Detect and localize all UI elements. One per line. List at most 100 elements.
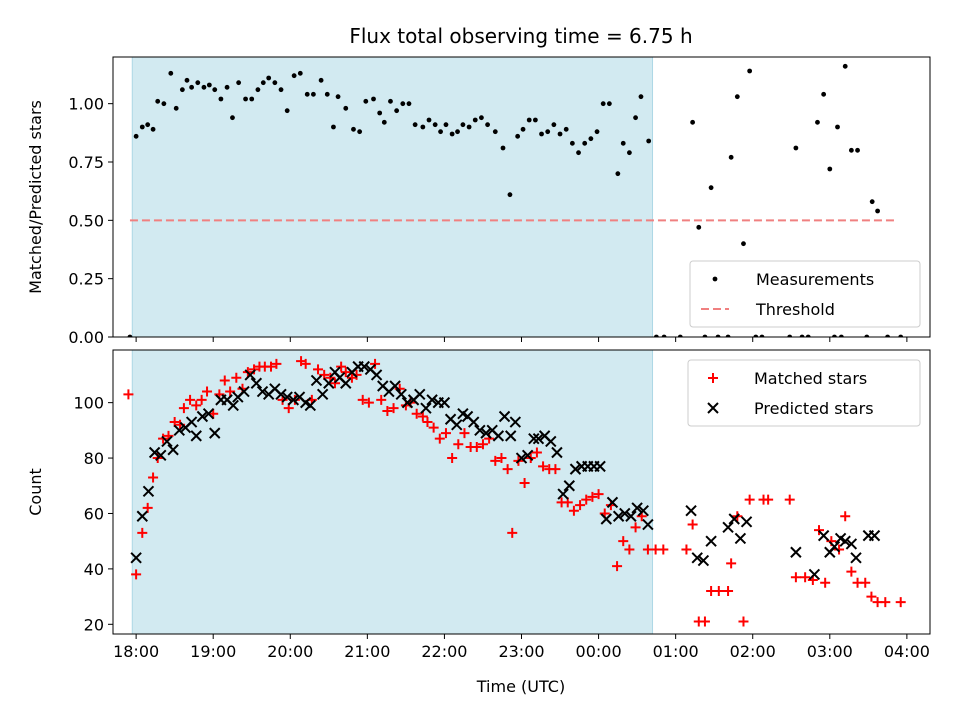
matched-star-point xyxy=(351,369,362,380)
matched-star-point xyxy=(880,597,891,608)
predicted-star-point xyxy=(637,504,649,517)
predicted-star-point xyxy=(509,416,522,428)
matched-star-point xyxy=(376,394,387,405)
predicted-star-point xyxy=(685,504,697,517)
measurement-point xyxy=(638,94,644,100)
measurement-point xyxy=(472,117,478,123)
matched-star-point xyxy=(447,453,458,464)
x-tick-label: 20:00 xyxy=(267,642,313,661)
legend-marker-measurements xyxy=(712,276,718,282)
predicted-star-point xyxy=(161,435,173,448)
matched-star-point xyxy=(471,441,482,452)
matched-star-point xyxy=(336,361,347,372)
matched-star-point xyxy=(681,544,692,555)
predicted-star-point xyxy=(642,518,654,531)
y-tick-label: 60 xyxy=(84,504,104,523)
predicted-star-point xyxy=(426,394,438,406)
measurement-point xyxy=(492,129,498,135)
matched-star-point xyxy=(453,439,464,450)
legend: Measurements Threshold xyxy=(689,260,921,328)
matched-star-point xyxy=(382,405,393,416)
predicted-star-point xyxy=(845,538,858,550)
matched-star-point xyxy=(363,397,374,408)
matched-star-point xyxy=(800,572,811,583)
matched-star-point xyxy=(840,511,851,522)
legend-label: Measurements xyxy=(756,270,874,289)
measurement-point xyxy=(715,334,721,337)
measurement-point xyxy=(351,126,356,132)
measurement-point xyxy=(426,117,432,123)
measurement-point xyxy=(848,147,854,153)
predicted-star-point xyxy=(697,554,710,567)
y-tick-label: 80 xyxy=(84,449,104,468)
matched-star-point xyxy=(196,394,207,405)
predicted-star-point xyxy=(244,369,256,381)
measurement-point xyxy=(594,129,600,135)
x-tick-label: 23:00 xyxy=(498,642,544,661)
measurement-point xyxy=(677,334,683,337)
x-tick-label: 03:00 xyxy=(807,642,853,661)
measurement-point xyxy=(620,140,626,146)
predicted-star-point xyxy=(275,388,287,401)
predicted-star-point xyxy=(316,388,329,401)
matched-star-point xyxy=(581,494,592,505)
predicted-star-point xyxy=(480,427,492,439)
matched-star-point xyxy=(763,494,774,505)
legend-box xyxy=(687,359,921,427)
matched-star-point xyxy=(137,527,148,538)
y-axis-label: Count xyxy=(26,468,45,516)
matched-star-point xyxy=(713,586,724,597)
matched-star-point xyxy=(191,400,202,411)
matched-star-point xyxy=(575,500,586,511)
measurement-point xyxy=(278,87,284,93)
x-tick-label: 19:00 xyxy=(190,642,236,661)
predicted-star-point xyxy=(722,521,734,534)
matched-star-point xyxy=(658,544,669,555)
measurement-point xyxy=(842,63,848,69)
measurement-point xyxy=(507,192,513,198)
matched-star-point xyxy=(142,502,153,513)
predicted-star-point xyxy=(691,552,703,564)
matched-star-point xyxy=(726,558,737,569)
predicted-star-point xyxy=(563,480,575,492)
measurement-point xyxy=(898,334,904,337)
measurement-point xyxy=(545,129,551,135)
measurement-point xyxy=(864,334,870,337)
measurement-point xyxy=(272,80,278,86)
measurement-point xyxy=(400,101,406,107)
predicted-star-point xyxy=(505,430,517,442)
matched-star-point xyxy=(507,527,518,538)
legend-label: Matched stars xyxy=(754,369,867,388)
predicted-star-point xyxy=(340,377,352,389)
matched-star-point xyxy=(329,378,340,389)
measurement-point xyxy=(133,133,139,139)
x-tick-label: 22:00 xyxy=(421,642,467,661)
legend-marker-matched xyxy=(708,373,718,383)
predicted-star-point xyxy=(142,485,155,498)
x-tick-label: 04:00 xyxy=(884,642,930,661)
measurement-point xyxy=(563,126,569,132)
measurement-point xyxy=(145,122,151,128)
bottom-panel-counts: 18:00 19:00 20:00 21:00 22:00 23:00 00:00 01:00… xyxy=(26,349,931,661)
predicted-star-point xyxy=(868,529,881,542)
matched-star-point xyxy=(178,403,189,414)
measurement-point xyxy=(576,150,581,156)
matched-star-point xyxy=(834,544,845,555)
measurement-point xyxy=(212,87,218,93)
predicted-star-point xyxy=(190,430,202,442)
measurement-point xyxy=(606,101,612,107)
legend-label: Threshold xyxy=(755,300,835,319)
measurement-point xyxy=(388,98,393,104)
predicted-star-point xyxy=(606,496,619,509)
measurement-point xyxy=(189,84,195,90)
measurement-point xyxy=(304,91,310,97)
measurement-point xyxy=(230,115,235,121)
measurement-point xyxy=(357,129,363,135)
matched-star-point xyxy=(624,544,635,555)
matched-star-point xyxy=(459,428,470,439)
measurement-point xyxy=(438,129,443,135)
predicted-star-point xyxy=(281,391,293,403)
measurement-point xyxy=(734,94,740,100)
measurement-point xyxy=(420,124,426,130)
matched-star-point xyxy=(289,394,300,405)
